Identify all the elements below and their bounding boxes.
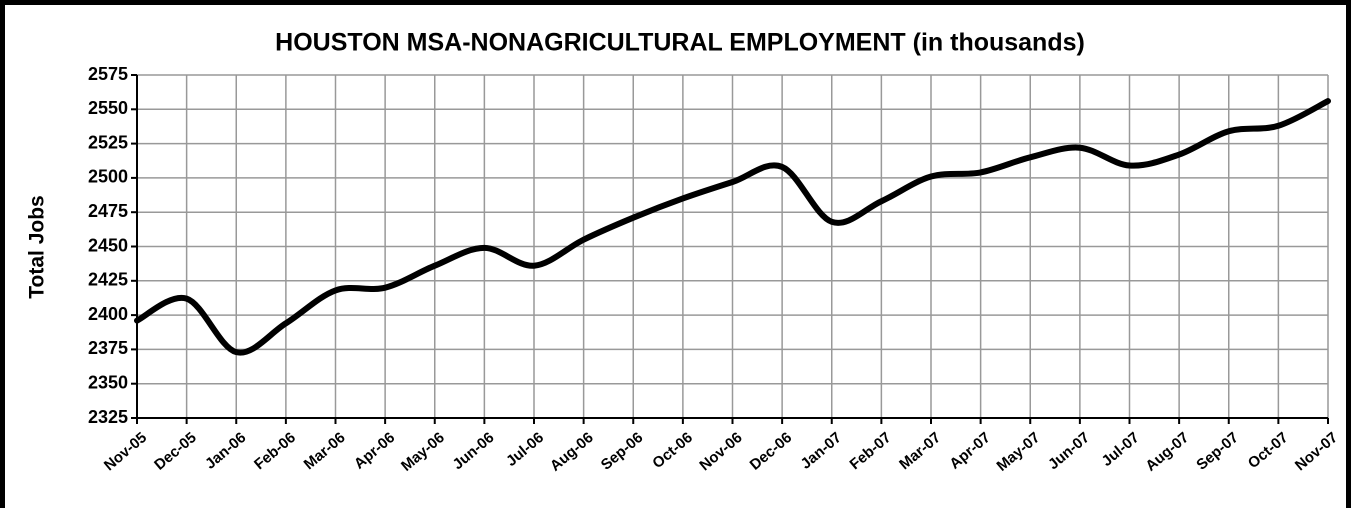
x-tick-label: Aug-06: [547, 429, 597, 475]
x-tick-label: Apr-07: [946, 429, 993, 473]
y-tick-label: 2350: [88, 372, 128, 392]
x-tick-label: Jan-07: [798, 429, 845, 473]
x-tick-label: Nov-06: [696, 429, 745, 474]
x-tick-label: Feb-07: [847, 429, 895, 473]
x-tick-label: Sep-06: [598, 429, 647, 474]
x-tick-label: Jun-07: [1045, 429, 1093, 473]
x-tick-label: May-06: [398, 429, 448, 475]
y-tick-label: 2525: [88, 132, 128, 152]
x-tick-label: Jul-06: [503, 429, 547, 470]
x-tick-label: Dec-06: [747, 429, 796, 474]
y-tick-label: 2425: [88, 270, 128, 290]
x-tick-label: May-07: [993, 429, 1043, 475]
x-tick-label: Feb-06: [251, 429, 299, 473]
y-tick-label: 2450: [88, 235, 128, 255]
x-tick-label: Mar-06: [301, 429, 349, 473]
x-tick-label: Jan-06: [202, 429, 249, 473]
x-tick-label: Aug-07: [1142, 429, 1192, 475]
x-tick-label: Mar-07: [896, 429, 944, 473]
y-tick-label: 2375: [88, 338, 128, 358]
x-tick-label: Dec-05: [151, 429, 200, 474]
y-axis-label: Total Jobs: [26, 195, 49, 298]
x-tick-label: Oct-06: [649, 429, 696, 472]
y-tick-label: 2400: [88, 304, 128, 324]
y-tick-label: 2325: [88, 407, 128, 427]
y-tick-label: 2475: [88, 201, 128, 221]
x-tick-label: Jul-07: [1098, 429, 1142, 470]
x-tick-label: Jun-06: [450, 429, 498, 473]
x-tick-label: Apr-06: [351, 429, 398, 473]
x-tick-label: Nov-07: [1292, 429, 1341, 474]
chart-title: HOUSTON MSA-NONAGRICULTURAL EMPLOYMENT (…: [275, 29, 1085, 57]
y-tick-label: 2500: [88, 167, 128, 187]
x-tick-label: Sep-07: [1193, 429, 1242, 474]
y-tick-label: 2575: [88, 64, 128, 84]
y-tick-label: 2550: [88, 98, 128, 118]
x-tick-label: Oct-07: [1245, 429, 1292, 472]
data-line: [134, 98, 1331, 356]
x-tick-label: Nov-05: [101, 429, 150, 474]
